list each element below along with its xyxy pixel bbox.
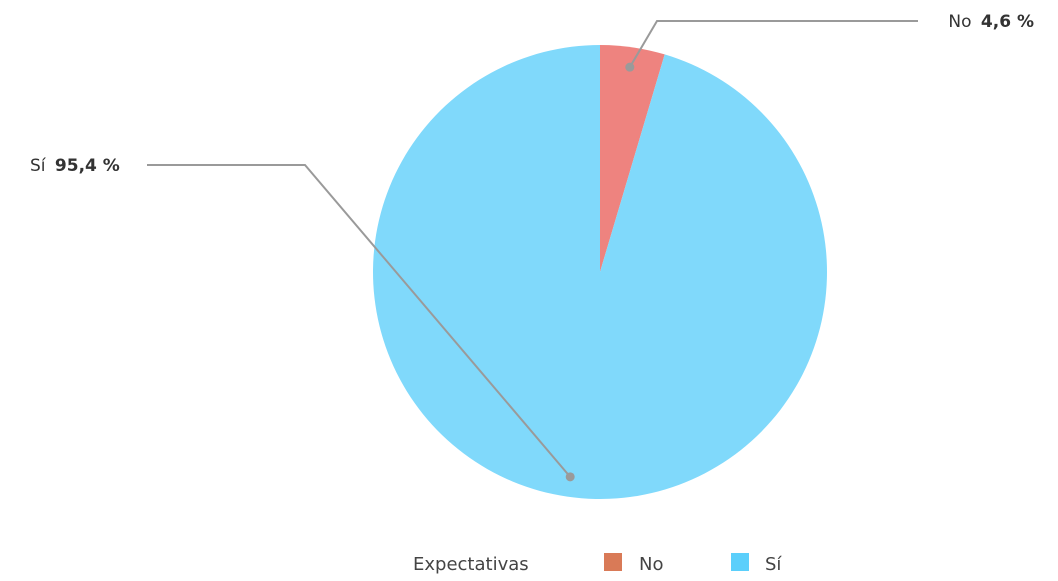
legend: Expectativas No Sí [413,553,782,575]
leader-line-no [628,20,918,68]
label-si-group: Sí 95,4 % [30,156,575,482]
slice-label-si: Sí 95,4 % [30,156,120,176]
legend-swatch-si [731,553,749,571]
slice-label-no-name: No [948,12,971,32]
legend-title: Expectativas [413,554,529,575]
label-no-group: No 4,6 % [625,12,1034,72]
leader-dot-si [565,472,575,482]
pie-slices [373,45,828,499]
pie-slice-no [600,45,665,272]
slice-label-no-value: 4,6 % [981,12,1034,32]
legend-label-si: Sí [765,554,782,575]
slice-label-no: No 4,6 % [948,12,1034,32]
leader-dot-no [625,62,635,72]
pie-slice-si [373,45,828,499]
legend-label-no: No [639,554,663,575]
legend-swatch-no [604,553,622,571]
slice-label-si-name: Sí [30,156,47,176]
slice-label-si-value: 95,4 % [55,156,120,176]
leader-line-si [147,164,571,478]
